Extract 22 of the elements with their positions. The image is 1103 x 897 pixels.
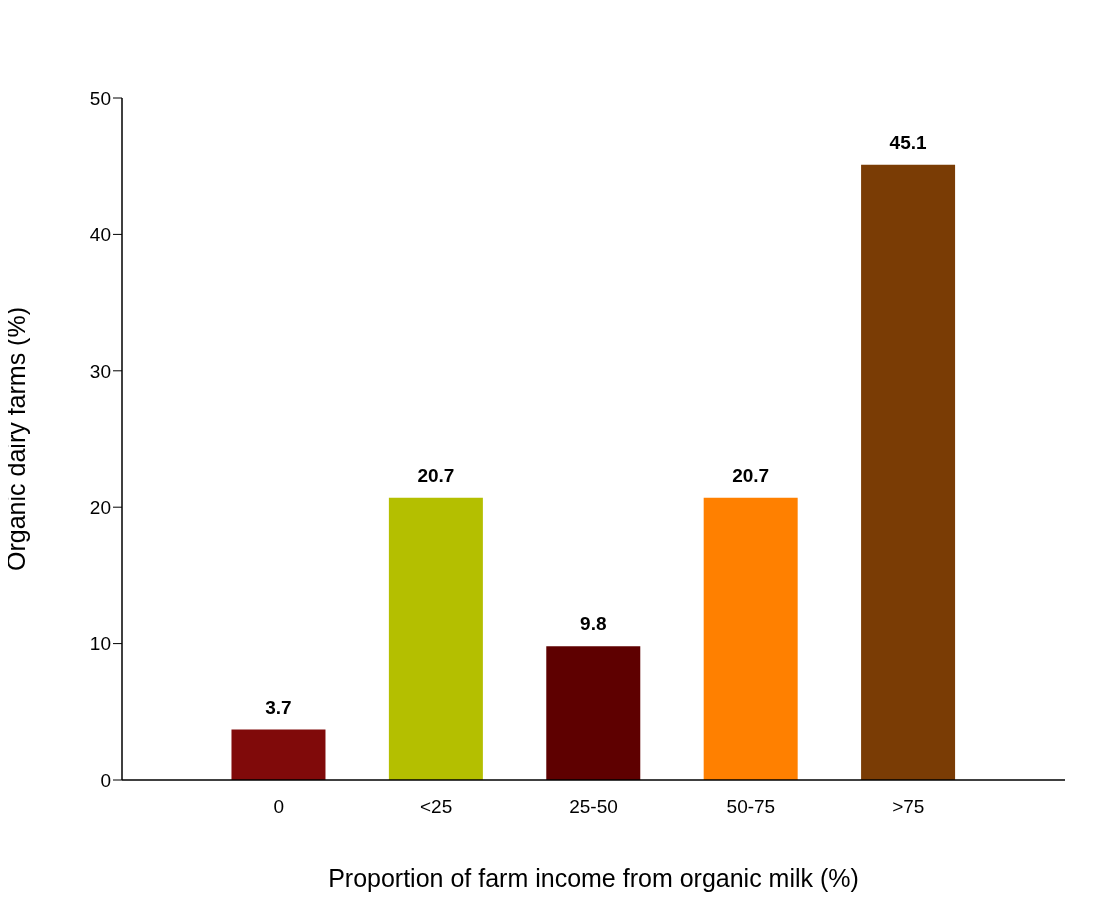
y-tick-label: 0	[100, 769, 111, 791]
y-tick-label: 20	[89, 496, 111, 518]
y-tick-label: 30	[89, 360, 111, 382]
x-tick-label: <25	[419, 796, 453, 818]
x-tick-label: 25-50	[569, 796, 618, 818]
bar	[703, 497, 798, 780]
data-label: 45.1	[889, 131, 927, 153]
data-label: 20.7	[732, 464, 770, 486]
y-tick-label: 10	[89, 633, 111, 655]
bar	[231, 729, 326, 780]
data-label: 20.7	[417, 464, 455, 486]
data-label: 3.7	[265, 696, 292, 718]
y-tick-label: 50	[89, 87, 111, 109]
x-axis-title: Proportion of farm income from organic milk (%)	[328, 864, 859, 892]
data-label: 9.8	[580, 613, 607, 635]
x-tick-label: 0	[273, 796, 284, 818]
bar	[388, 497, 483, 780]
y-tick-label: 40	[89, 224, 111, 246]
x-tick-label: 50-75	[726, 796, 776, 818]
x-tick-label: >75	[892, 796, 925, 818]
bar	[861, 164, 956, 780]
bar	[546, 646, 641, 780]
